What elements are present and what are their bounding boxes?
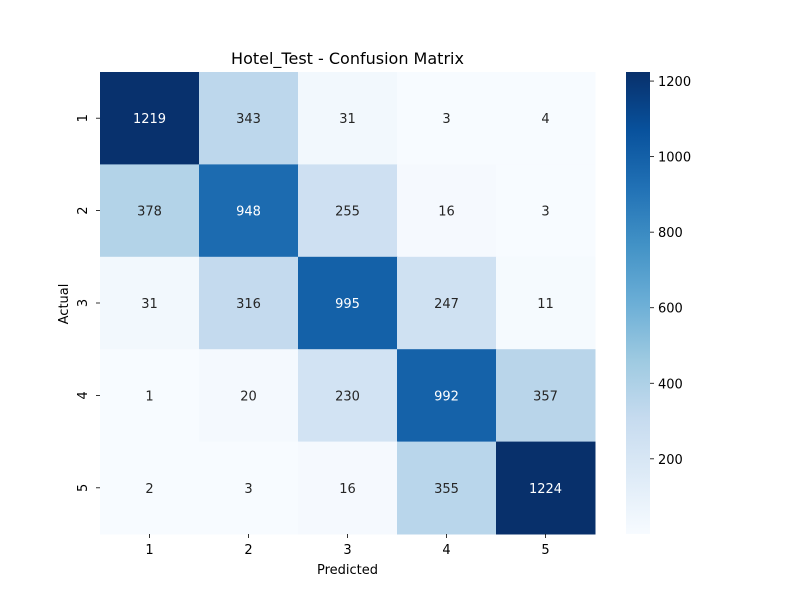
heatmap-cell — [199, 256, 299, 350]
heatmap-cell — [199, 164, 299, 258]
heatmap-cell — [298, 72, 398, 165]
y-axis-label: Actual — [57, 284, 72, 325]
cell-value-label: 316 — [236, 297, 261, 312]
cell-value-label: 343 — [236, 112, 261, 127]
heatmap-cell — [298, 164, 398, 258]
colorbar-tick-label: 800 — [658, 226, 683, 241]
heatmap-cell — [100, 441, 200, 535]
y-tick-label: 4 — [76, 391, 91, 399]
cell-value-label: 1219 — [133, 112, 166, 127]
cell-value-label: 3 — [442, 112, 450, 127]
cell-value-label: 3 — [244, 482, 252, 497]
cell-value-label: 1 — [145, 389, 153, 404]
cell-value-label: 31 — [141, 297, 158, 312]
cell-value-label: 355 — [434, 482, 459, 497]
heatmap-cell — [397, 441, 497, 535]
y-tick-label: 3 — [76, 299, 91, 307]
cell-value-label: 2 — [145, 482, 153, 497]
heatmap-cell — [100, 164, 200, 258]
cell-value-label: 230 — [335, 389, 360, 404]
cell-value-label: 995 — [335, 297, 360, 312]
cell-value-label: 20 — [240, 389, 257, 404]
cell-value-label: 357 — [533, 389, 558, 404]
cell-value-label: 378 — [137, 205, 162, 220]
cell-value-label: 1224 — [529, 482, 562, 497]
cell-value-label: 3 — [541, 205, 549, 220]
colorbar-tick-label: 600 — [658, 302, 683, 317]
colorbar-tick-label: 1000 — [658, 151, 691, 166]
heatmap-cell — [100, 256, 200, 350]
x-tick-label: 4 — [442, 543, 450, 558]
heatmap-cell — [199, 441, 299, 535]
colorbar-tick-label: 400 — [658, 377, 683, 392]
chart-title: Hotel_Test - Confusion Matrix — [231, 49, 464, 69]
cell-value-label: 4 — [541, 112, 549, 127]
y-axis-ticks: 1 2 3 4 5 — [76, 114, 100, 492]
heatmap-cell — [298, 349, 398, 443]
heatmap-cell — [100, 72, 200, 165]
cell-value-label: 948 — [236, 205, 261, 220]
heatmap-cell — [298, 441, 398, 535]
heatmap-cell — [298, 256, 398, 350]
colorbar-tick-label: 1200 — [658, 75, 691, 90]
x-axis-ticks: 1 2 3 4 5 — [145, 534, 550, 558]
x-tick-label: 5 — [541, 543, 549, 558]
colorbar-tick-label: 200 — [658, 453, 683, 468]
cell-value-label: 31 — [339, 112, 356, 127]
cell-value-label: 255 — [335, 205, 360, 220]
cell-value-label: 11 — [537, 297, 554, 312]
heatmap-cell — [397, 256, 497, 350]
y-tick-label: 1 — [76, 114, 91, 122]
cell-value-label: 992 — [434, 389, 459, 404]
heatmap-cell — [496, 256, 596, 350]
x-tick-label: 3 — [343, 543, 351, 558]
y-tick-label: 5 — [76, 484, 91, 492]
x-tick-label: 1 — [145, 543, 153, 558]
heatmap-cell — [100, 349, 200, 443]
heatmap-cell — [397, 72, 497, 165]
x-tick-label: 2 — [244, 543, 252, 558]
heatmap-cell — [397, 349, 497, 443]
colorbar-ticks: 200 400 600 800 1000 1200 — [650, 75, 691, 468]
y-tick-label: 2 — [76, 206, 91, 214]
heatmap-cell — [496, 72, 596, 165]
cell-value-label: 16 — [438, 205, 455, 220]
colorbar — [626, 72, 650, 534]
cell-value-label: 247 — [434, 297, 459, 312]
heatmap-cell — [199, 349, 299, 443]
heatmap-cell — [496, 349, 596, 443]
x-axis-label: Predicted — [317, 563, 378, 578]
heatmap-cell — [496, 164, 596, 258]
heatmap-cell — [397, 164, 497, 258]
cell-value-label: 16 — [339, 482, 356, 497]
heatmap-cell — [496, 441, 596, 535]
heatmap-cell — [199, 72, 299, 165]
